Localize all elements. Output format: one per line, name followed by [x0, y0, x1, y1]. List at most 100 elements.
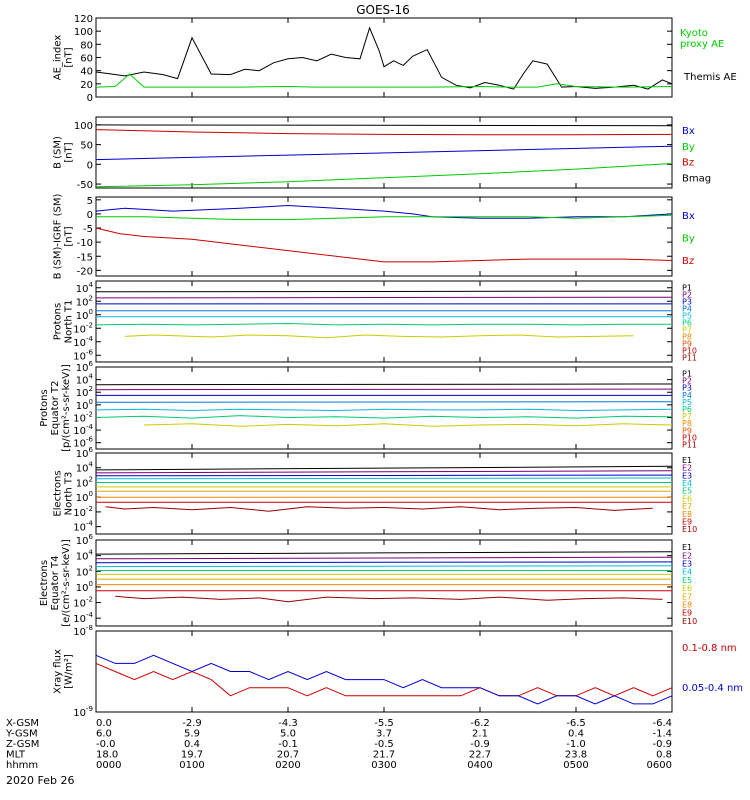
panel-frame	[95, 196, 673, 277]
y-axis-label: B (SM)	[53, 136, 64, 169]
ephemeris-value: -4.3	[278, 718, 298, 729]
y-tick-label: 102	[76, 564, 93, 578]
panel-frame	[95, 280, 673, 363]
ephemeris-value: 0000	[96, 760, 121, 771]
legend-entry: P8	[682, 419, 692, 428]
y-tick-label: 0	[87, 160, 93, 171]
ephemeris-value: 0300	[371, 760, 396, 771]
ephemeris-value: 2.1	[472, 729, 488, 740]
ephemeris-value: 5.0	[280, 729, 296, 740]
series-p5	[95, 408, 673, 412]
ephemeris-value: 21.7	[373, 750, 395, 761]
panel-bigrf: 5 0 -5 -10 -15 -20 B (SM)-IGRF (SM) [nT] Bx By Bz	[53, 194, 695, 280]
y-axis-label: AE_index	[53, 35, 64, 81]
series-e1	[95, 465, 673, 471]
series-e3	[95, 561, 673, 564]
ephemeris-value: 0.4	[568, 729, 584, 740]
series-bx	[95, 204, 673, 219]
series-e4	[95, 565, 673, 568]
ephemeris-footer: X-GSM 0.0 -2.9 -4.3 -5.5 -6.2 -6.5 -6.4 Y-GSM 6.0…	[5, 718, 672, 771]
ephemeris-value: 5.9	[184, 729, 200, 740]
y-axis-label: Protons	[53, 303, 64, 340]
ephemeris-value: -5.5	[374, 718, 394, 729]
y-tick-label: 100	[76, 308, 93, 322]
legend-entry: Bz	[682, 158, 694, 169]
legend-entry: E9	[682, 517, 692, 526]
legend-entry: E10	[682, 525, 697, 534]
panel-frame	[95, 366, 673, 450]
y-tick-label: 102	[76, 294, 93, 308]
legend-entry: E7	[682, 502, 692, 511]
series-by	[95, 163, 673, 188]
y-axis-label: [nT]	[64, 226, 75, 246]
series-e3	[95, 474, 673, 477]
series-p1	[95, 383, 673, 386]
ephemeris-label: hhmm	[6, 760, 38, 771]
ephemeris-value: -6.2	[470, 718, 490, 729]
legend-entry: E2	[682, 464, 692, 473]
y-tick-label: -20	[77, 266, 93, 277]
y-tick-label: 10-8	[73, 624, 93, 638]
y-tick-label: 10-4	[73, 335, 93, 349]
legend-entry: E8	[682, 601, 692, 610]
legend-entry: E1	[682, 456, 692, 465]
legend-entry: P5	[682, 398, 692, 407]
series-0-05-0-4-nm	[95, 654, 673, 705]
series-e2	[95, 556, 673, 560]
ephemeris-value: 0200	[275, 760, 300, 771]
y-tick-label: 100	[74, 121, 93, 132]
ephemeris-value: 3.7	[376, 729, 392, 740]
y-tick-label: 0	[87, 210, 93, 221]
y-tick-label: 106	[76, 533, 94, 547]
legend-entry: Bx	[682, 126, 695, 137]
legend-entry: E10	[682, 617, 697, 626]
series-bx	[95, 145, 673, 161]
series-e4	[95, 477, 673, 480]
plot-title: GOES-16	[356, 3, 410, 17]
y-tick-label: -50	[77, 180, 93, 191]
legend-entry: E3	[682, 560, 692, 569]
ephemeris-value: -0.9	[652, 739, 672, 750]
legend-entry: P3	[682, 384, 692, 393]
y-tick-label: 104	[76, 549, 94, 563]
y-axis-label: Equator T4	[50, 556, 61, 611]
legend-entry: Kyoto	[680, 28, 708, 39]
series-p7	[124, 334, 634, 339]
y-axis-label: [nT]	[64, 142, 75, 162]
legend-entry: P4	[682, 305, 692, 314]
series-p1	[95, 290, 673, 293]
ephemeris-value: 0100	[179, 760, 204, 771]
legend-entry: By	[682, 142, 695, 153]
y-tick-label: 0	[87, 93, 93, 104]
ephemeris-value: 0600	[647, 760, 672, 771]
legend-entry: P11	[682, 354, 697, 363]
ephemeris-label: Y-GSM	[5, 729, 38, 740]
y-tick-label: 100	[76, 580, 93, 594]
y-tick-label: -10	[77, 238, 93, 249]
y-axis-label: [nT]	[64, 47, 75, 67]
ephemeris-value: 19.7	[181, 750, 203, 761]
legend-entry: P10	[682, 433, 697, 442]
series-p6	[95, 415, 673, 419]
series-kyoto-proxy-ae	[95, 73, 673, 88]
ephemeris-value: 18.0	[96, 750, 118, 761]
y-axis-label: [W/m²]	[64, 654, 75, 689]
y-tick-label: 5	[87, 196, 93, 207]
y-tick-label: 10-2	[73, 321, 93, 335]
legend-entry: P7	[682, 412, 692, 421]
y-tick-label: 40	[80, 67, 93, 78]
series-themis-ae	[95, 26, 673, 90]
y-tick-label: 10-9	[73, 705, 93, 719]
legend-entry: E8	[682, 510, 692, 519]
legend-entry: P1	[682, 284, 692, 293]
legend-entry: P6	[682, 405, 692, 414]
panel-xray: 10-8 10-9 Xray flux [W/m²] 0.1-0.8 nm 0.05-0.…	[53, 624, 744, 719]
y-tick-label: 10-2	[73, 505, 93, 519]
date-label: 2020 Feb 26	[6, 774, 74, 787]
legend-entry: 0.1-0.8 nm	[682, 643, 737, 654]
legend-entry: P1	[682, 370, 692, 379]
legend-entry: By	[682, 233, 695, 244]
y-tick-label: 80	[80, 40, 93, 51]
